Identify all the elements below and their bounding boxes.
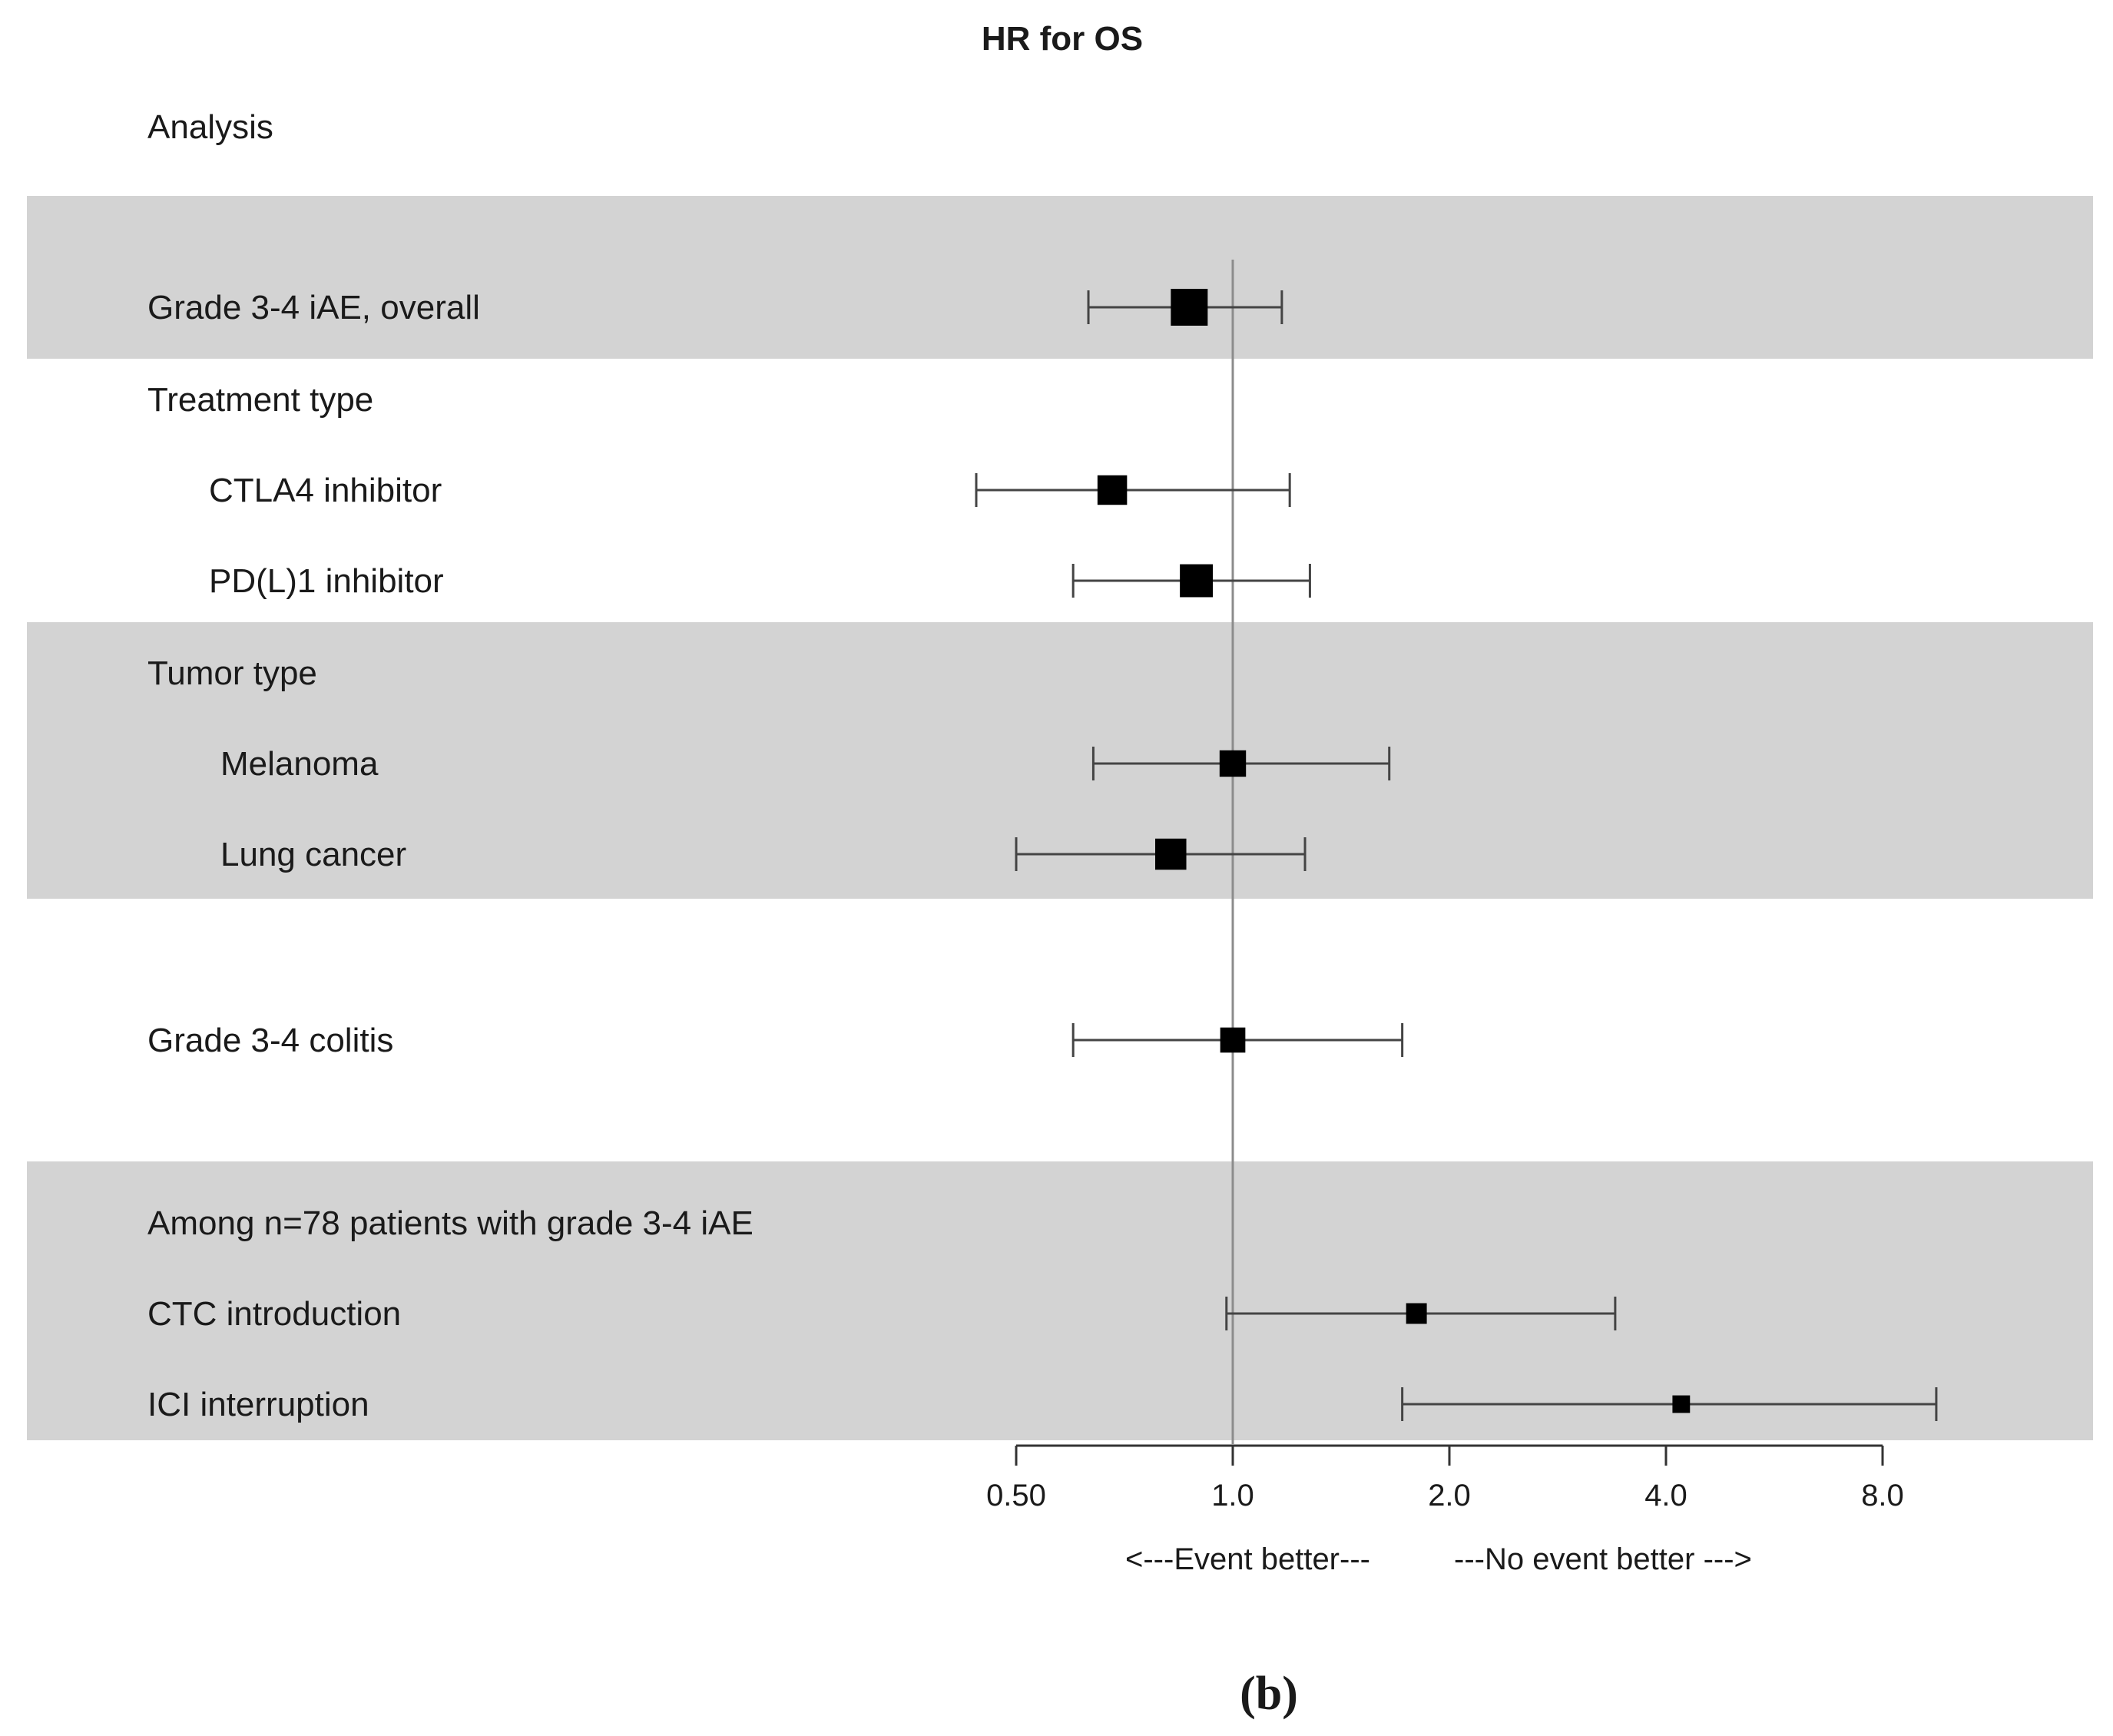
point-estimate (1180, 564, 1214, 598)
point-estimate (1672, 1395, 1691, 1413)
row-ctc-introduction: CTC introduction (147, 1295, 1617, 1333)
point-estimate (1220, 1027, 1246, 1053)
x-tick-label: 2.0 (1428, 1479, 1471, 1512)
row-treatment-type: Treatment type (147, 381, 373, 419)
x-axis: 0.50 1.0 2.0 4.0 8.0 (986, 1444, 1904, 1512)
band-among-patients (27, 1161, 2093, 1440)
row-label: Grade 3-4 colitis (147, 1022, 393, 1059)
panel-caption: (b) (1240, 1668, 1298, 1720)
right-arrow-label: ---No event better ---> (1454, 1542, 1752, 1576)
chart-title: HR for OS (982, 20, 1143, 58)
x-tick-label: 8.0 (1861, 1479, 1904, 1512)
row-lung-cancer: Lung cancer (220, 836, 1307, 873)
x-tick-label: 4.0 (1644, 1479, 1687, 1512)
forest-rows: Grade 3-4 iAE, overall Treatment type CTLA… (147, 289, 1938, 1423)
row-pd-l-1-inhibitor: PD(L)1 inhibitor (209, 562, 1311, 600)
group-bands (27, 196, 2093, 1440)
row-grade-3-4-iae-overall: Grade 3-4 iAE, overall (147, 289, 1283, 326)
row-label: ICI interruption (147, 1386, 369, 1423)
band-tumor-type (27, 622, 2093, 899)
row-ctla4-inhibitor: CTLA4 inhibitor (209, 472, 1291, 509)
row-tumor-type: Tumor type (147, 654, 317, 692)
point-estimate (1219, 750, 1247, 777)
point-estimate (1097, 475, 1128, 505)
row-among-n-78-patients-with-grade-3-4-iae: Among n=78 patients with grade 3-4 iAE (147, 1204, 753, 1242)
row-ici-interruption: ICI interruption (147, 1386, 1938, 1423)
point-estimate (1155, 838, 1187, 870)
row-label: Tumor type (147, 654, 317, 692)
analysis-column-header: Analysis (147, 108, 273, 146)
x-tick-label: 0.50 (986, 1479, 1046, 1512)
row-label: Treatment type (147, 381, 373, 419)
row-label: Grade 3-4 iAE, overall (147, 289, 480, 326)
point-estimate (1171, 289, 1208, 326)
band-overall (27, 196, 2093, 359)
row-label: PD(L)1 inhibitor (209, 562, 444, 600)
row-label: Melanoma (220, 745, 379, 783)
x-tick-label: 1.0 (1211, 1479, 1254, 1512)
row-grade-3-4-colitis: Grade 3-4 colitis (147, 1022, 1404, 1059)
left-arrow-label: <---Event better--- (1125, 1542, 1370, 1576)
point-estimate (1406, 1303, 1427, 1324)
row-label: Among n=78 patients with grade 3-4 iAE (147, 1204, 753, 1242)
row-label: CTLA4 inhibitor (209, 472, 442, 509)
row-label: Lung cancer (220, 836, 406, 873)
row-melanoma: Melanoma (220, 745, 1391, 783)
row-label: CTC introduction (147, 1295, 401, 1333)
